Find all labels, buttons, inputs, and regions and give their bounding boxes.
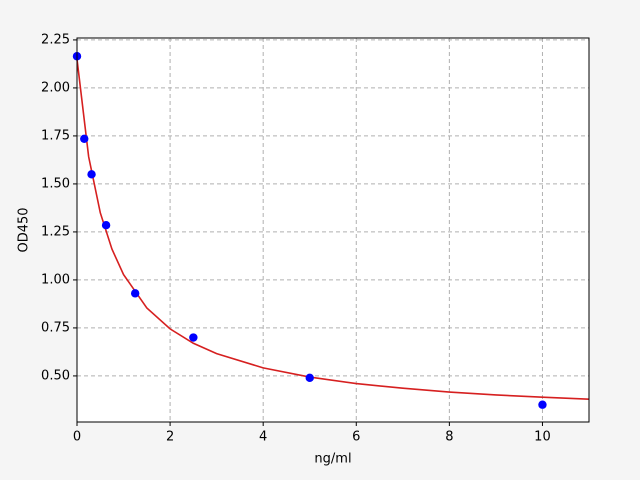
y-axis-label: OD450 [17,207,32,252]
x-tick-label: 2 [166,430,174,445]
data [72,52,590,409]
y-tick-label: 1.75 [41,128,70,143]
y-tick-label: 0.50 [41,368,70,383]
axes-frame [76,37,590,423]
plot-area [77,38,589,422]
grid [76,38,589,422]
data-point [130,289,140,298]
data-point [101,221,111,230]
data-point [189,333,198,342]
y-tick-label: 2.25 [41,32,70,47]
data-point [305,373,314,383]
y-tick-label: 1.25 [41,224,70,239]
data-point [80,134,89,143]
y-tick-label: 0.75 [41,320,70,335]
data-point [87,170,96,179]
y-tick-label: 1.00 [41,272,70,287]
y-tick-label: 1.50 [41,176,70,191]
data-point [538,400,547,409]
x-tick-label: 10 [534,430,551,445]
x-tick-label: 6 [352,430,360,445]
y-tick-label: 2.00 [41,80,70,95]
x-tick-label: 4 [259,430,267,445]
x-tick-label: 8 [445,430,453,445]
x-tick-label: 0 [73,430,81,445]
fit-curve [76,59,590,400]
x-axis-label: ng/ml [314,452,351,467]
